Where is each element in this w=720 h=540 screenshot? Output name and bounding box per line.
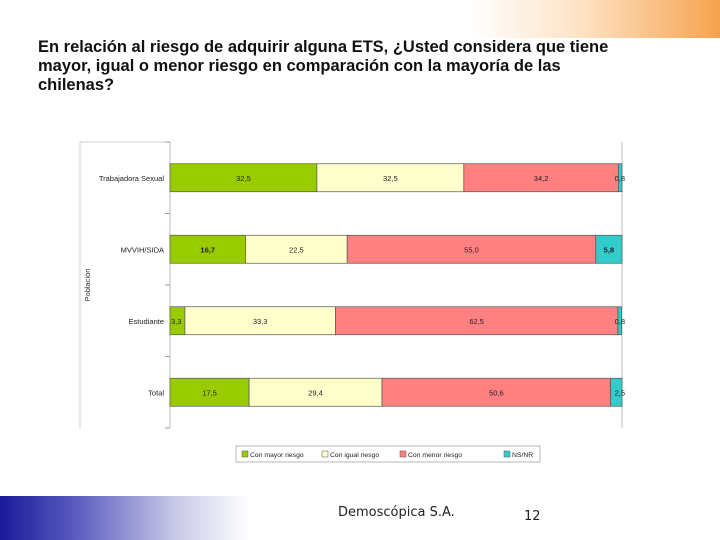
legend-label: NS/NR [512,452,533,459]
bar-segment [618,163,623,193]
legend-swatch [399,450,407,458]
bar-segment [610,377,623,407]
y-axis-title: Población [83,269,92,302]
bar-segment [316,163,465,193]
bar-segment [346,234,597,264]
legend-label: Con menor riesgo [408,452,462,459]
bar-segment [245,234,348,264]
bar-segment [248,377,383,407]
page-number: 12 [524,509,541,524]
data-label: 33,3 [253,317,268,326]
bar-segment [595,234,623,264]
data-label: 22,5 [289,245,304,254]
data-label: 0,8 [615,317,625,326]
bar-segment [463,163,619,193]
data-label: 2,5 [615,388,625,397]
data-label: 50,6 [489,388,504,397]
data-label: 3,3 [171,317,181,326]
footer-company: Demoscópica S.A. [338,505,455,520]
legend-swatch [241,450,249,458]
data-label: 17,5 [202,388,217,397]
bar-segment [169,377,250,407]
legend-swatch [321,450,329,458]
top-corner-gradient [470,0,720,38]
slide-title: En relación al riesgo de adquirir alguna… [38,38,609,94]
data-label: 29,4 [308,388,323,397]
data-label: 16,7 [200,245,215,254]
category-label: MVVIH/SIDA [121,245,164,254]
category-label: Total [148,388,164,397]
data-label: 5,8 [604,245,614,254]
category-label: Trabajadora Sexual [99,174,165,183]
data-label: 62,5 [469,317,484,326]
category-label: Estudiante [129,317,164,326]
bar-segment [169,234,246,264]
bar-segment [617,306,622,336]
bar-segment [381,377,612,407]
legend-swatch [503,450,511,458]
legend-label: Con igual riesgo [330,452,379,459]
bar-segment [335,306,619,336]
data-label: 32,5 [383,174,398,183]
data-label: 32,5 [236,174,251,183]
data-label: 55,0 [464,245,479,254]
bottom-corner-gradient [0,496,250,540]
legend-label: Con mayor riesgo [250,452,304,459]
legend-box [235,445,541,463]
data-label: 34,2 [534,174,549,183]
data-label: 0,8 [615,174,625,183]
stacked-bar-chart: Población Trabajadora Sexual 32,5 32,5 34,2 0… [79,141,625,463]
